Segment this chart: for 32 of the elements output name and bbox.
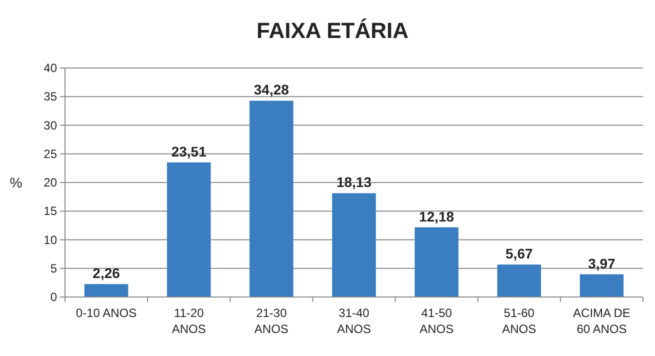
y-tick-label: 10 bbox=[44, 232, 58, 247]
y-tick-label: 20 bbox=[44, 176, 58, 190]
data-label: 3,97 bbox=[588, 255, 616, 272]
y-tick-label: 40 bbox=[44, 61, 58, 75]
x-tick-label: 11-20 ANOS bbox=[172, 306, 206, 336]
bar bbox=[332, 193, 376, 297]
x-tick-label: 0-10 ANOS bbox=[76, 306, 137, 320]
y-tick-label: 15 bbox=[44, 204, 58, 218]
data-label: 5,67 bbox=[506, 246, 533, 262]
y-tick-label: 35 bbox=[44, 90, 58, 104]
y-axis-title: % bbox=[10, 174, 22, 190]
data-label: 2,26 bbox=[92, 265, 120, 282]
data-label: 34,28 bbox=[254, 82, 290, 98]
bar bbox=[84, 284, 128, 297]
y-tick-label: 25 bbox=[44, 146, 58, 161]
bar bbox=[414, 227, 458, 297]
bar bbox=[497, 264, 542, 297]
data-label: 23,51 bbox=[171, 143, 207, 160]
data-label: 18,13 bbox=[336, 174, 372, 190]
y-tick-label: 5 bbox=[50, 261, 58, 276]
x-tick-label: 21-30 ANOS bbox=[254, 306, 288, 336]
y-tick-label: 30 bbox=[44, 118, 58, 132]
x-tick-label: ACIMA DE 60 ANOS bbox=[573, 306, 630, 336]
bar bbox=[166, 162, 211, 297]
x-tick-label: 31-40 ANOS bbox=[336, 306, 372, 336]
data-label: 12,18 bbox=[419, 208, 454, 224]
chart-title: FAIXA ETÁRIA bbox=[256, 18, 409, 43]
bar bbox=[250, 100, 294, 297]
y-tick-label: 0 bbox=[50, 290, 58, 304]
x-tick-label: 51-60 ANOS bbox=[502, 306, 536, 336]
x-tick-label: 41-50 ANOS bbox=[420, 306, 454, 336]
bar bbox=[580, 274, 624, 297]
